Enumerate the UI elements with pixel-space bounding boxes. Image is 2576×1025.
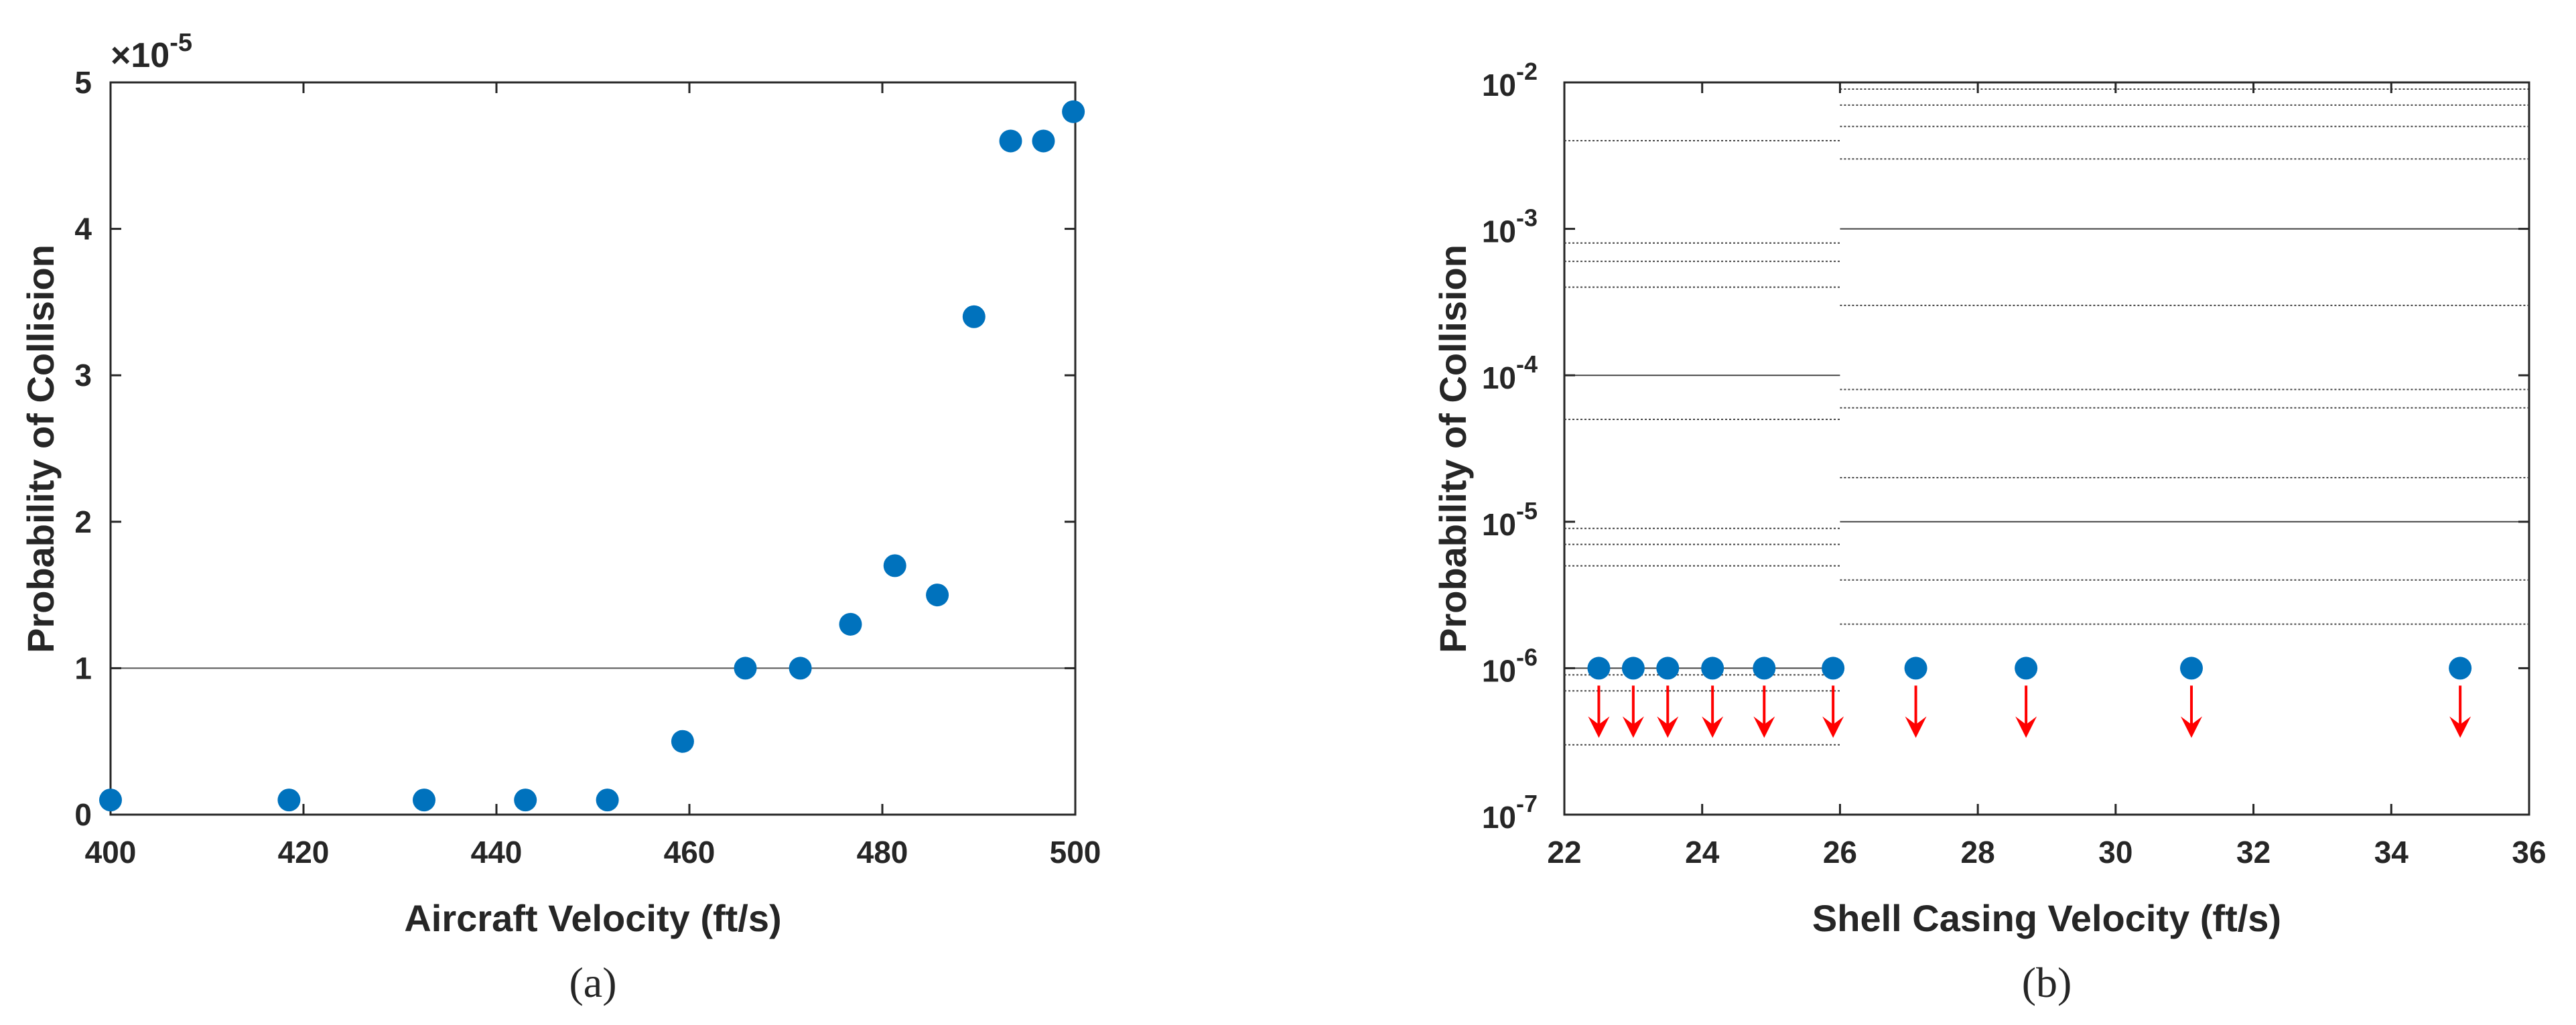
y-tick-label-b: 10-6 — [1482, 643, 1538, 688]
data-point-a — [413, 789, 435, 812]
data-point-a — [596, 789, 619, 812]
y-tick-label-b: 10-4 — [1482, 350, 1538, 395]
data-point-a — [277, 789, 301, 812]
data-point-b — [1656, 657, 1680, 680]
y-tick-label-b: 10-5 — [1482, 497, 1538, 542]
x-axis-label-b: Shell Casing Velocity (ft/s) — [1812, 897, 2281, 939]
x-tick-label-a: 420 — [278, 835, 330, 870]
upper-bound-arrow-head — [1588, 716, 1610, 738]
x-tick-label-b: 34 — [2374, 835, 2409, 870]
data-point-a — [1032, 129, 1055, 153]
data-point-b — [2180, 657, 2203, 680]
x-tick-label-b: 22 — [1547, 835, 1581, 870]
y-tick-label-b: 10-3 — [1482, 204, 1538, 249]
x-tick-label-b: 28 — [1961, 835, 1995, 870]
data-point-a — [789, 657, 812, 680]
y-tick-label-a: 5 — [74, 65, 92, 100]
x-axis-label-a: Aircraft Velocity (ft/s) — [404, 897, 781, 939]
y-tick-label-a: 2 — [74, 504, 92, 539]
y-tick-label-b: 10-2 — [1482, 58, 1538, 102]
data-point-a — [1062, 100, 1085, 123]
y-tick-label-b: 10-7 — [1482, 790, 1538, 835]
data-point-b — [1587, 657, 1611, 680]
x-tick-label-b: 32 — [2236, 835, 2270, 870]
y-axis-label-b: Probability of Collision — [1432, 245, 1474, 653]
x-tick-label-a: 500 — [1050, 835, 1101, 870]
x-tick-label-b: 30 — [2098, 835, 2132, 870]
panel-label-a: (a) — [569, 959, 616, 1006]
points-b — [1587, 657, 2472, 738]
data-point-b — [1753, 657, 1776, 680]
data-point-a — [671, 730, 694, 753]
upper-bound-arrow-head — [1657, 716, 1679, 738]
data-point-a — [514, 789, 537, 812]
y-tick-label-a: 4 — [74, 212, 92, 247]
panel-a: 400 420 440 460 480 500 0 1 2 3 4 5 ×10-5 Aircraft … — [19, 29, 1101, 1006]
upper-bound-arrow-head — [2449, 716, 2471, 738]
y-multiplier-a: ×10-5 — [111, 29, 192, 75]
data-point-a — [999, 129, 1022, 153]
data-point-b — [1621, 657, 1645, 680]
data-point-b — [1822, 657, 1845, 680]
x-tick-label-a: 400 — [85, 835, 137, 870]
data-point-a — [883, 554, 906, 577]
x-tick-label-a: 460 — [664, 835, 716, 870]
plot-area-a — [109, 81, 1077, 816]
data-point-a — [962, 305, 986, 328]
y-tick-label-a: 3 — [74, 358, 92, 393]
y-axis-label-a: Probability of Collision — [19, 245, 62, 653]
ticks-a: 400 420 440 460 480 500 0 1 2 3 4 5 — [74, 65, 1101, 870]
upper-bound-arrow-head — [2181, 716, 2202, 738]
data-point-a — [734, 657, 757, 680]
upper-bound-arrow-head — [1822, 716, 1844, 738]
upper-bound-arrow-head — [1622, 716, 1644, 738]
data-point-a — [926, 584, 949, 607]
data-point-b — [1701, 657, 1724, 680]
data-point-b — [2449, 657, 2472, 680]
x-tick-label-b: 36 — [2512, 835, 2546, 870]
data-point-b — [2015, 657, 2038, 680]
plot-area-b — [1563, 81, 2530, 816]
data-point-a — [839, 612, 862, 636]
y-tick-label-a: 1 — [74, 651, 92, 685]
points-a — [99, 100, 1085, 812]
x-tick-label-b: 24 — [1685, 835, 1720, 870]
panel-b: 22 24 26 28 30 32 34 36 10-7 10-6 10-5 10-4 10-3 10-2… — [1432, 58, 2547, 1006]
ticks-b: 22 24 26 28 30 32 34 36 10-7 10-6 10-5 10-4 10-3 10-2 — [1482, 58, 2547, 870]
data-point-a — [99, 789, 122, 812]
upper-bound-arrow-head — [1753, 716, 1775, 738]
x-tick-label-a: 480 — [857, 835, 908, 870]
x-tick-label-b: 26 — [1823, 835, 1857, 870]
panel-label-b: (b) — [2022, 959, 2072, 1006]
y-tick-label-a: 0 — [74, 797, 92, 832]
x-tick-label-a: 440 — [471, 835, 523, 870]
upper-bound-arrow-head — [1702, 716, 1724, 738]
data-point-b — [1904, 657, 1927, 680]
upper-bound-arrow-head — [2015, 716, 2037, 738]
upper-bound-arrow-head — [1905, 716, 1927, 738]
